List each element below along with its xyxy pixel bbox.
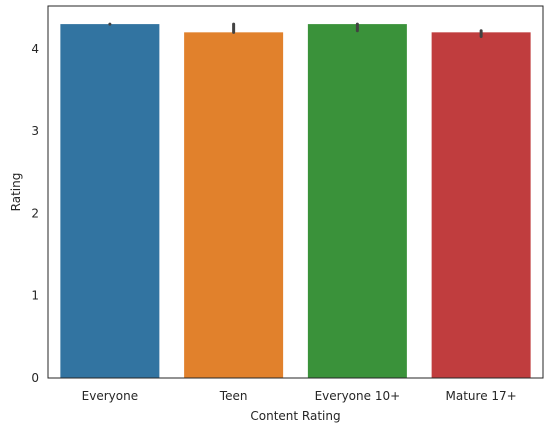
y-tick-label: 1 — [31, 289, 39, 303]
y-axis-label: Rating — [9, 173, 23, 212]
y-tick-label: 4 — [31, 42, 39, 56]
bar-teen — [184, 32, 284, 379]
x-tick-label: Mature 17+ — [446, 389, 517, 403]
x-tick-label: Everyone 10+ — [315, 389, 401, 403]
plot-frame — [47, 5, 544, 379]
x-axis-ticks: Everyone Teen Everyone 10+ Mature 17+ — [82, 389, 517, 403]
bar-mature-17 — [431, 32, 531, 379]
bars-group — [60, 24, 531, 379]
bar-everyone — [60, 24, 160, 378]
x-axis-label: Content Rating — [250, 409, 340, 423]
y-axis-ticks: 0 1 2 3 4 — [31, 42, 39, 385]
bar-everyone-10 — [307, 24, 407, 378]
x-tick-label: Everyone — [82, 389, 138, 403]
y-tick-label: 3 — [31, 124, 39, 138]
y-tick-label: 2 — [31, 206, 39, 220]
x-tick-label: Teen — [219, 389, 248, 403]
y-tick-label: 0 — [31, 371, 39, 385]
error-bars-group — [108, 22, 483, 38]
